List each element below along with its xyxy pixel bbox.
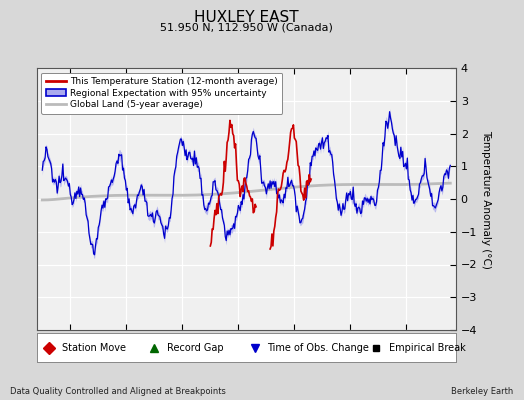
- Legend: This Temperature Station (12-month average), Regional Expectation with 95% uncer: This Temperature Station (12-month avera…: [41, 72, 282, 114]
- Text: HUXLEY EAST: HUXLEY EAST: [194, 10, 299, 25]
- Text: Berkeley Earth: Berkeley Earth: [451, 387, 514, 396]
- Text: Time of Obs. Change: Time of Obs. Change: [267, 342, 369, 353]
- Text: Data Quality Controlled and Aligned at Breakpoints: Data Quality Controlled and Aligned at B…: [10, 387, 226, 396]
- Text: 51.950 N, 112.950 W (Canada): 51.950 N, 112.950 W (Canada): [160, 22, 333, 32]
- Text: Station Move: Station Move: [62, 342, 126, 353]
- Y-axis label: Temperature Anomaly (°C): Temperature Anomaly (°C): [481, 130, 491, 268]
- Text: Record Gap: Record Gap: [167, 342, 223, 353]
- Text: Empirical Break: Empirical Break: [389, 342, 465, 353]
